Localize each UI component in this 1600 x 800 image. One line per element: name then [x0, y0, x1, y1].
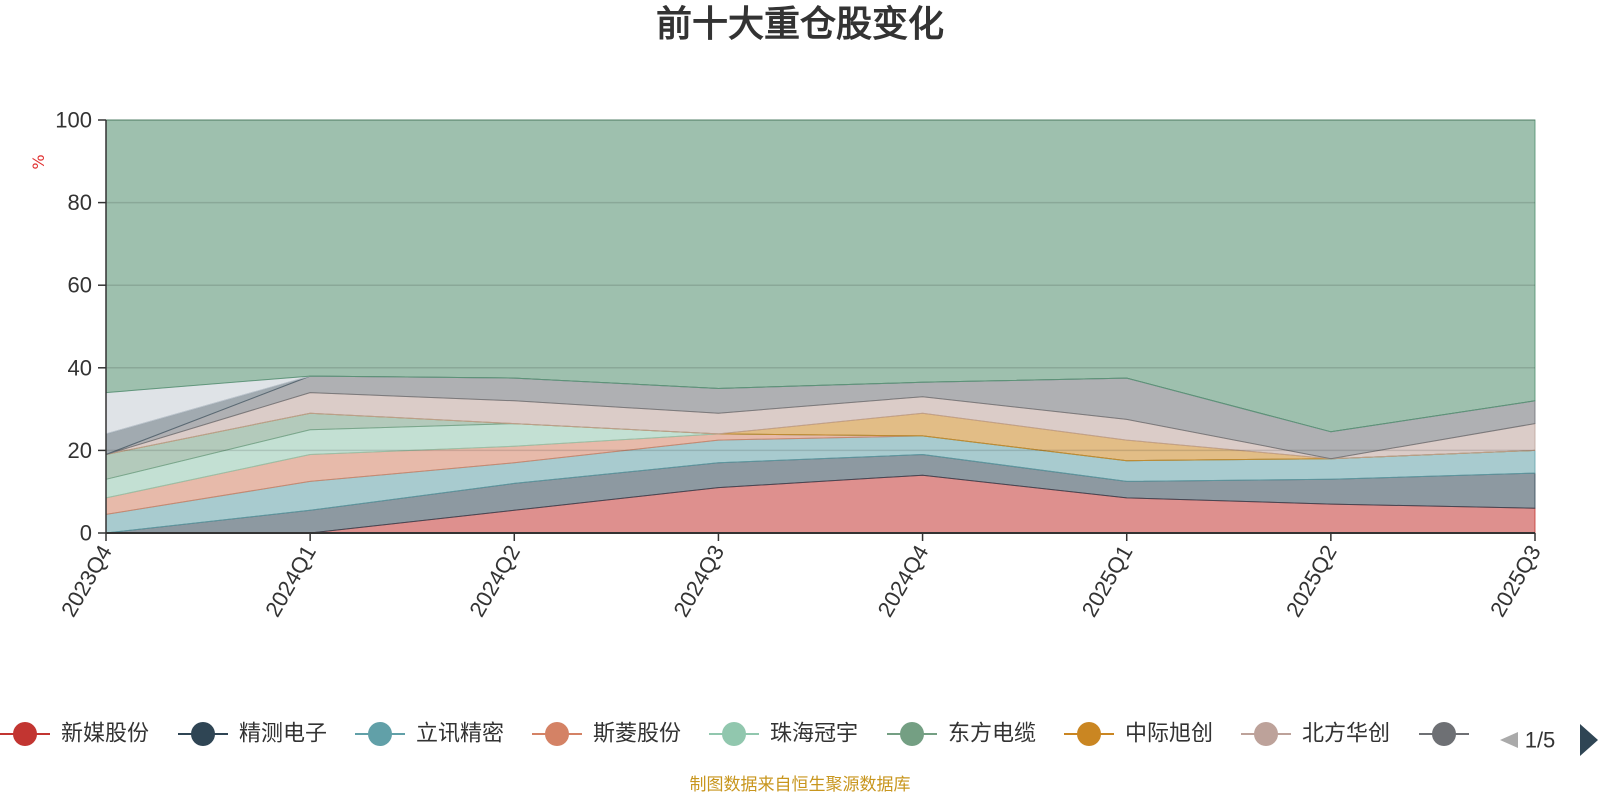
- y-axis-ticks: 0 20 40 60 80 100: [55, 108, 106, 546]
- y-tick-label: 100: [55, 108, 92, 133]
- legend-label: 斯菱股份: [593, 722, 681, 747]
- y-tick-label: 80: [68, 190, 92, 215]
- x-tick-label: 2025Q1: [1077, 541, 1138, 621]
- legend-item-斯菱股份[interactable]: 斯菱股份: [532, 722, 681, 747]
- legend-item-立讯精密[interactable]: 立讯精密: [355, 722, 504, 747]
- legend-marker: [368, 722, 392, 746]
- legend-label: 精测电子: [239, 722, 327, 747]
- legend-pager: 1/5: [1500, 724, 1598, 756]
- legend-label: 东方电缆: [948, 722, 1036, 747]
- legend-page-indicator: 1/5: [1525, 728, 1556, 753]
- legend-label: 北方华创: [1302, 722, 1390, 747]
- legend-item-新媒股份[interactable]: 新媒股份: [0, 722, 149, 747]
- legend-prev-icon[interactable]: [1500, 732, 1518, 748]
- legend-label: 珠海冠宇: [770, 722, 858, 747]
- legend-label: 立讯精密: [416, 722, 504, 747]
- series-areas: [105, 119, 1536, 534]
- x-tick-label: 2025Q2: [1281, 541, 1342, 621]
- y-tick-label: 20: [68, 438, 92, 463]
- y-tick-label: 0: [80, 521, 92, 546]
- x-tick-label: 2024Q2: [464, 541, 525, 621]
- axes: [105, 120, 1535, 534]
- x-tick-label: 2024Q4: [873, 541, 934, 621]
- chart-title: 前十大重仓股变化: [656, 3, 944, 45]
- legend-marker: [1077, 722, 1101, 746]
- legend-item-truncated[interactable]: 胜宏科技: [1419, 722, 1568, 747]
- legend: 新媒股份 精测电子 立讯精密 斯菱股份 珠海冠宇 东方电缆 中际旭创 北方华创 胜宏科技: [0, 722, 1568, 747]
- x-tick-label: 2023Q4: [56, 541, 117, 621]
- legend-marker: [1254, 722, 1278, 746]
- legend-marker: [900, 722, 924, 746]
- legend-marker: [545, 722, 569, 746]
- data-source-note: 制图数据来自恒生聚源数据库: [690, 775, 911, 795]
- legend-item-北方华创[interactable]: 北方华创: [1241, 722, 1390, 747]
- legend-next-icon[interactable]: [1580, 724, 1598, 756]
- legend-label: 中际旭创: [1125, 722, 1213, 747]
- legend-label: 新媒股份: [61, 722, 149, 747]
- x-tick-label: 2024Q1: [260, 541, 321, 621]
- legend-marker: [722, 722, 746, 746]
- x-tick-label: 2025Q3: [1485, 541, 1546, 621]
- area-其他[interactable]: [105, 119, 1536, 433]
- legend-marker: [13, 722, 37, 746]
- legend-marker: [191, 722, 215, 746]
- legend-item-珠海冠宇[interactable]: 珠海冠宇: [709, 722, 858, 747]
- legend-item-中际旭创[interactable]: 中际旭创: [1064, 722, 1213, 747]
- y-axis-label: %: [29, 154, 48, 169]
- legend-item-东方电缆[interactable]: 东方电缆: [887, 722, 1036, 747]
- x-axis-ticks: 2023Q4 2024Q1 2024Q2 2024Q3 2024Q4 2025Q1 2025…: [56, 533, 1546, 621]
- y-tick-label: 40: [68, 355, 92, 380]
- gridlines: [106, 119, 1535, 452]
- x-tick-label: 2024Q3: [668, 541, 729, 621]
- legend-marker: [1432, 722, 1456, 746]
- legend-item-精测电子[interactable]: 精测电子: [178, 722, 327, 747]
- y-tick-label: 60: [68, 273, 92, 298]
